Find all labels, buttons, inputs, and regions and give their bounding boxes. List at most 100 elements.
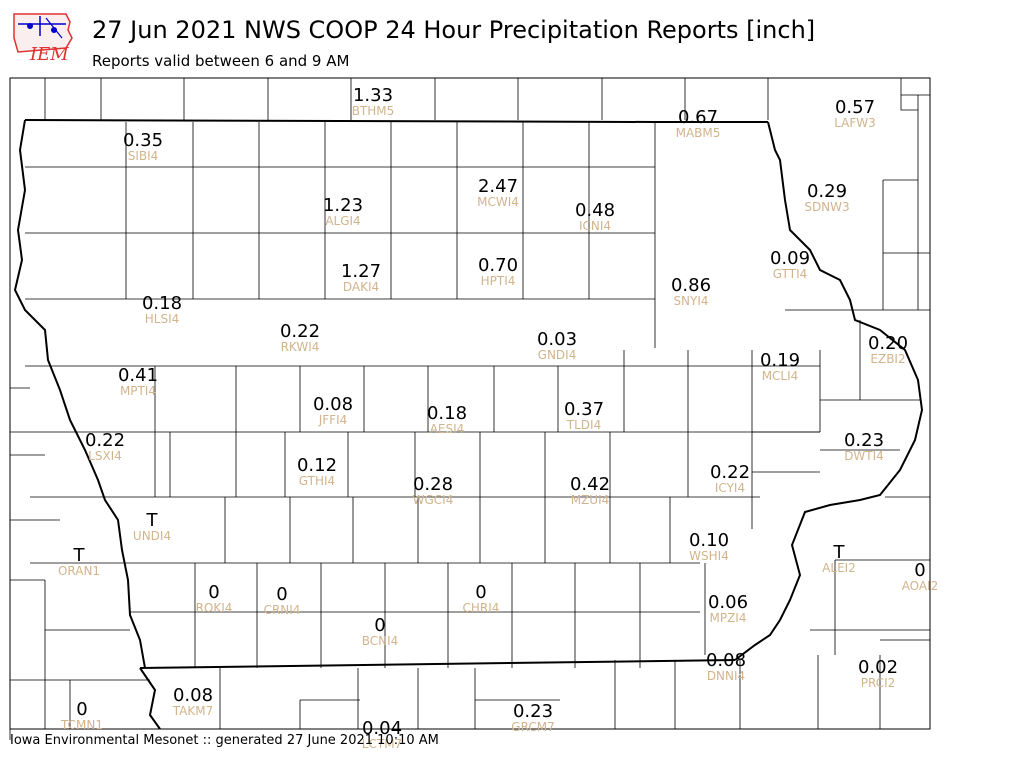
precip-value: 0.22: [710, 462, 750, 483]
precip-value: 2.47: [478, 176, 518, 197]
precip-value: 0: [208, 582, 219, 603]
map-title: 27 Jun 2021 NWS COOP 24 Hour Precipitati…: [92, 16, 816, 44]
station-id: AOAI2: [902, 579, 939, 593]
station-id: SNYI4: [673, 294, 708, 308]
station-id: ALGI4: [325, 214, 360, 228]
map-footer: Iowa Environmental Mesonet :: generated …: [10, 733, 439, 748]
station-id: HLSI4: [145, 312, 180, 326]
station-id: SIBI4: [128, 149, 159, 163]
station-id: ICNI4: [579, 219, 611, 233]
precip-value: 0.67: [678, 107, 718, 128]
station-id: DAKI4: [343, 280, 379, 294]
precip-value: 0.35: [123, 130, 163, 151]
station-id: GTHI4: [299, 474, 335, 488]
precip-value: 0.12: [297, 455, 337, 476]
station-id: CRNI4: [264, 603, 301, 617]
station-id: MPTI4: [120, 384, 156, 398]
station-id: JFFI4: [318, 413, 348, 427]
station-id: WGCI4: [413, 493, 454, 507]
station-id: ALEI2: [822, 561, 856, 575]
station-id: MPZI4: [710, 611, 747, 625]
precip-value: 1.23: [323, 195, 363, 216]
precip-value: 0.48: [575, 200, 615, 221]
precip-value: 0.86: [671, 275, 711, 296]
precip-value: 0.10: [689, 530, 729, 551]
precip-value: 0.08: [173, 685, 213, 706]
precip-value: 0: [475, 582, 486, 603]
station-id: AESI4: [430, 422, 465, 436]
station-id: DWTI4: [844, 449, 884, 463]
station-id: PRCI2: [861, 676, 896, 690]
station-id: MCLI4: [762, 369, 799, 383]
precip-value: T: [146, 510, 159, 531]
station-id: LAFW3: [834, 116, 876, 130]
state-borders: [13, 119, 924, 730]
precip-value: T: [73, 545, 86, 566]
precip-value: 0.18: [427, 403, 467, 424]
station-id: SDNW3: [804, 200, 849, 214]
station-id: HPTI4: [481, 274, 516, 288]
precip-value: 0.41: [118, 365, 158, 386]
precip-value: 1.33: [353, 85, 393, 106]
map-subtitle: Reports valid between 6 and 9 AM: [92, 52, 350, 70]
precip-value: 0.42: [570, 474, 610, 495]
station-id: MCWI4: [477, 195, 519, 209]
station-id: TLDI4: [566, 418, 601, 432]
precip-value: 0.22: [85, 430, 125, 451]
station-id: LSXI4: [88, 449, 122, 463]
station-id: WSHI4: [689, 549, 729, 563]
station-id: MZUI4: [571, 493, 610, 507]
precip-value: 0.28: [413, 474, 453, 495]
station-id: GNDI4: [538, 348, 577, 362]
precip-value: 0.23: [513, 701, 553, 722]
iem-logo: IEM: [10, 8, 76, 65]
station-id: BCNI4: [362, 634, 399, 648]
precip-value: 0.03: [537, 329, 577, 350]
station-id: BTHM5: [352, 104, 395, 118]
station-id: GRCM7: [511, 720, 554, 734]
precip-value: 0.04: [362, 718, 402, 739]
map-frame: [9, 77, 931, 730]
station-id: CHRI4: [463, 601, 500, 615]
precip-value: 0.22: [280, 321, 320, 342]
precip-value: 0.08: [313, 394, 353, 415]
station-id: TCMN1: [60, 718, 103, 732]
precip-value: 0.19: [760, 350, 800, 371]
county-borders: [9, 78, 930, 740]
precip-value: 0: [276, 584, 287, 605]
